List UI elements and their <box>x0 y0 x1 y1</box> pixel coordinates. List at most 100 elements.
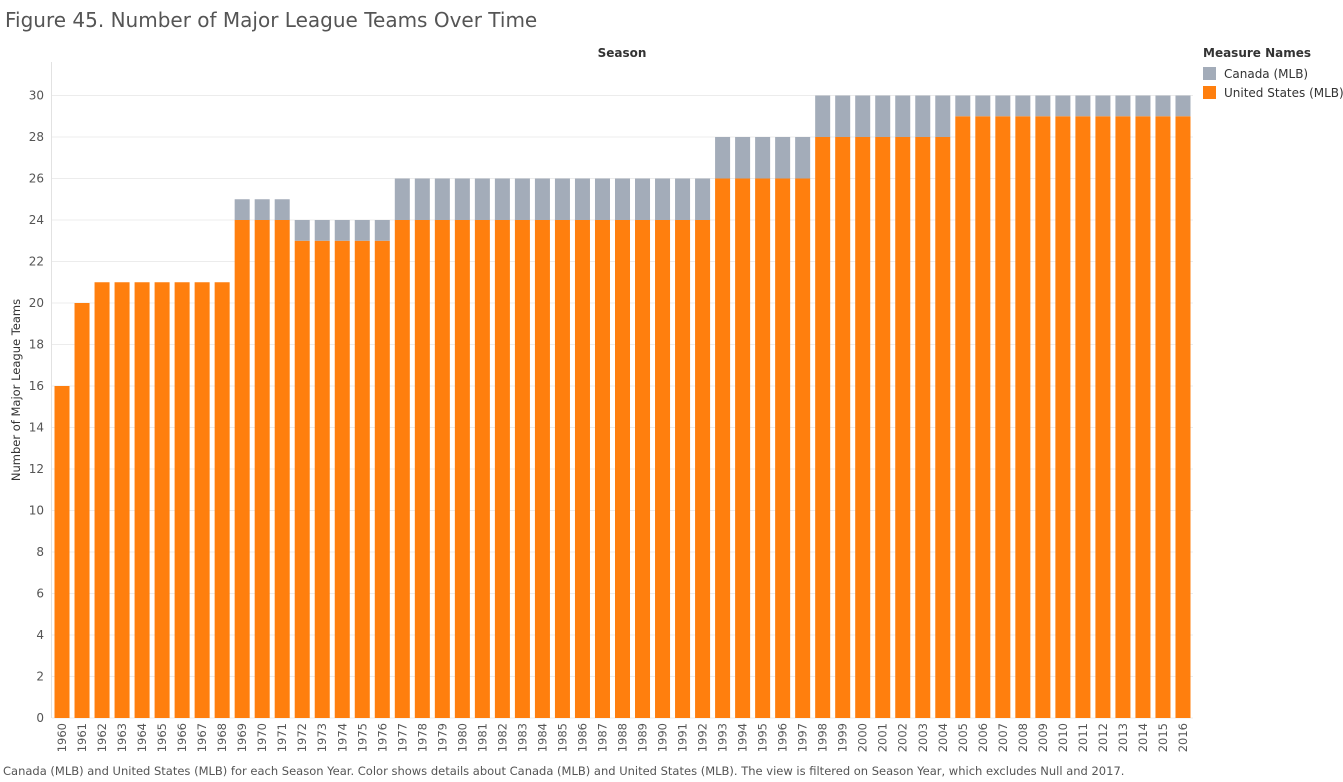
y-tick-label: 12 <box>29 462 44 476</box>
x-tick-label: 1973 <box>315 723 329 752</box>
bar-united-states <box>194 282 210 718</box>
x-tick-label: 2004 <box>936 723 950 752</box>
x-tick-label: 1997 <box>796 723 810 752</box>
bar-united-states <box>54 386 70 718</box>
bar-united-states <box>334 240 350 718</box>
bar-united-states <box>1075 116 1091 718</box>
bar-united-states <box>494 220 510 718</box>
bar-canada <box>1035 95 1051 117</box>
bar-united-states <box>1135 116 1151 718</box>
bar-canada <box>274 199 290 220</box>
x-tick-label: 1991 <box>676 723 690 752</box>
bar-united-states <box>815 137 831 718</box>
bar-canada <box>1175 95 1191 117</box>
bar-canada <box>835 95 851 137</box>
y-tick-label: 24 <box>29 213 44 227</box>
bar-united-states <box>675 220 691 718</box>
bar-united-states <box>114 282 130 718</box>
x-tick-label: 2000 <box>856 723 870 752</box>
bar-canada <box>294 220 310 241</box>
bar-united-states <box>234 220 250 718</box>
bar-united-states <box>1015 116 1031 718</box>
bar-canada <box>234 199 250 220</box>
legend-item-united-states[interactable]: United States (MLB) <box>1203 83 1343 102</box>
x-tick-label: 1995 <box>756 723 770 752</box>
bar-canada <box>755 137 771 179</box>
bar-canada <box>334 220 350 241</box>
x-tick-label: 1994 <box>736 723 750 752</box>
x-tick-label: 1975 <box>355 723 369 752</box>
bar-united-states <box>855 137 871 718</box>
bar-canada <box>1075 95 1091 117</box>
x-tick-label: 1992 <box>696 723 710 752</box>
x-tick-label: 2014 <box>1136 723 1150 752</box>
bar-united-states <box>975 116 991 718</box>
y-tick-label: 20 <box>29 296 44 310</box>
bar-united-states <box>594 220 610 718</box>
legend-label: Canada (MLB) <box>1224 66 1309 81</box>
x-tick-label: 2010 <box>1056 723 1070 752</box>
bar-united-states <box>875 137 891 718</box>
bar-united-states <box>755 178 771 718</box>
x-tick-label: 1970 <box>255 723 269 752</box>
x-tick-label: 2001 <box>876 723 890 752</box>
bar-canada <box>1115 95 1131 117</box>
bar-united-states <box>274 220 290 718</box>
x-tick-label: 1988 <box>616 723 630 752</box>
bar-canada <box>855 95 871 137</box>
bar-united-states <box>514 220 530 718</box>
bar-canada <box>735 137 751 179</box>
bar-united-states <box>1095 116 1111 718</box>
x-tick-label: 1971 <box>275 723 289 752</box>
x-tick-label: 2005 <box>956 723 970 752</box>
bar-united-states <box>394 220 410 718</box>
y-tick-label: 0 <box>36 711 44 725</box>
bar-canada <box>594 178 610 220</box>
x-tick-label: 1980 <box>455 723 469 752</box>
bar-united-states <box>995 116 1011 718</box>
bar-united-states <box>454 220 470 718</box>
y-tick-label: 4 <box>36 628 44 642</box>
chart-title: Figure 45. Number of Major League Teams … <box>5 8 538 32</box>
x-tick-label: 1960 <box>55 723 69 752</box>
legend-item-canada[interactable]: Canada (MLB) <box>1203 64 1343 83</box>
x-tick-label: 2009 <box>1036 723 1050 752</box>
bar-canada <box>394 178 410 220</box>
x-tick-label: 2007 <box>996 723 1010 752</box>
bar-united-states <box>915 137 931 718</box>
y-tick-label: 26 <box>29 172 44 186</box>
x-tick-label: 1979 <box>435 723 449 752</box>
x-axis-ticks: 1960 1961 1962 1963 1964 1965 1966 1967 1968 1969… <box>55 723 1190 752</box>
bar-canada <box>915 95 931 137</box>
legend-label: United States (MLB) <box>1224 85 1343 100</box>
bar-united-states <box>1055 116 1071 718</box>
bar-canada <box>635 178 651 220</box>
bar-united-states <box>554 220 570 718</box>
y-tick-label: 10 <box>29 504 44 518</box>
bar-canada <box>374 220 390 241</box>
bars <box>54 95 1191 718</box>
bar-canada <box>775 137 791 179</box>
bar-united-states <box>1035 116 1051 718</box>
y-tick-label: 14 <box>29 421 44 435</box>
bar-united-states <box>254 220 270 718</box>
y-axis-title: Number of Major League Teams <box>9 299 23 481</box>
bar-canada <box>675 178 691 220</box>
x-tick-label: 1976 <box>375 723 389 752</box>
y-tick-label: 30 <box>29 89 44 103</box>
bar-united-states <box>314 240 330 718</box>
bar-canada <box>534 178 550 220</box>
x-tick-label: 1996 <box>776 723 790 752</box>
bar-canada <box>975 95 991 117</box>
bar-canada <box>474 178 490 220</box>
x-tick-label: 1983 <box>515 723 529 752</box>
bar-united-states <box>1155 116 1171 718</box>
bar-canada <box>454 178 470 220</box>
x-tick-label: 1962 <box>95 723 109 752</box>
bar-united-states <box>795 178 811 718</box>
x-tick-label: 1968 <box>215 723 229 752</box>
bar-united-states <box>534 220 550 718</box>
bar-united-states <box>94 282 110 718</box>
